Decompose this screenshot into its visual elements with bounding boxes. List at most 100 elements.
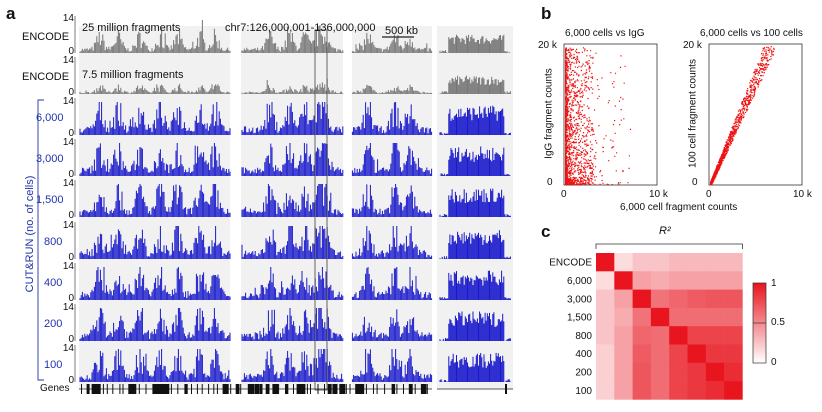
heatmap-row-label: 6,000 (567, 276, 592, 287)
heatmap-row-label: 400 (575, 349, 592, 360)
gene-mark (358, 384, 365, 394)
gene-mark (81, 384, 82, 394)
gene-mark (145, 384, 147, 394)
heatmap-cell (596, 253, 615, 272)
gene-mark (293, 384, 294, 394)
heatmap-cell (724, 344, 743, 364)
track-signal-2 (79, 102, 433, 135)
gene-mark (332, 384, 338, 394)
heatmap-cell (632, 326, 652, 345)
track-label-200: 200 (44, 318, 63, 330)
heatmap-cell (632, 381, 652, 400)
colorbar-tick-0: 0 (771, 357, 777, 368)
scatter-2-frame (708, 43, 803, 186)
gene-mark (420, 384, 427, 394)
track-zoom-signal-2 (439, 105, 511, 135)
gene-mark (317, 384, 319, 394)
track-note-25m: 25 million fragments (82, 22, 181, 34)
region-label: chr7:126,000,001-136,000,000 (225, 22, 376, 34)
gene-mark (345, 384, 347, 394)
heatmap-cell (687, 344, 707, 364)
track-4-ymin: 0 (68, 169, 74, 180)
heatmap-cell (724, 253, 743, 272)
genes-label: Genes (40, 383, 70, 394)
heatmap-cell (687, 289, 707, 309)
track-signal-4 (79, 184, 433, 217)
gene-mark (324, 384, 325, 394)
scatter-2-ytick-top: 20 k (683, 40, 702, 51)
gene-mark (159, 384, 166, 394)
gene-mark (164, 384, 170, 394)
track-7-ymax: 14 (62, 261, 74, 272)
gene-mark (306, 384, 308, 394)
gene-mark (201, 384, 203, 394)
heatmap-row-label: 200 (575, 367, 592, 378)
scatter-1-xtick-right: 10 k (649, 189, 668, 200)
gene-mark (247, 384, 255, 394)
track-8-ymax: 14 (62, 302, 74, 313)
gene-mark (327, 384, 332, 394)
heatmap-bracket (595, 243, 743, 249)
heatmap-cell (705, 381, 725, 400)
heatmap-cell (596, 289, 615, 309)
heatmap-cell (632, 307, 652, 327)
scatter-1-ylabel: IgG fragment counts (543, 68, 555, 159)
track-4-ymax: 14 (62, 137, 74, 148)
gene-mark (216, 384, 218, 394)
scatter-1-ytick-zero: 0 (547, 177, 553, 188)
heatmap-cell (614, 253, 633, 272)
heatmap-cell (632, 289, 652, 309)
gene-mark (91, 384, 96, 394)
colorbar-tick-05: 0.5 (771, 317, 785, 328)
heatmap-cell (669, 289, 688, 309)
gene-mark (384, 384, 386, 394)
track-label-3000: 3,000 (36, 153, 64, 165)
scatter-2-xtick-zero: 0 (706, 189, 712, 200)
gene-mark (403, 384, 404, 394)
heatmap-cell (687, 271, 707, 290)
heatmap-cell (596, 307, 615, 327)
heatmap-row-label: 100 (575, 386, 592, 397)
scatter-xlabel: 6,000 cell fragment counts (620, 202, 738, 213)
panel-c-letter: c (541, 222, 551, 241)
track-7-ymin: 0 (68, 293, 74, 304)
gene-mark (122, 384, 124, 394)
track-9-ymin: 0 (68, 375, 74, 386)
heatmap-cell (705, 326, 725, 345)
heatmap-cell (669, 362, 688, 382)
scatter-1-ytick-top: 20 k (538, 40, 557, 51)
gene-mark (106, 384, 108, 394)
gene-mark (408, 384, 413, 394)
track-zoom-signal-3 (439, 146, 511, 176)
gene-mark (167, 384, 169, 394)
gene-mark (213, 384, 215, 394)
track-3-ymax: 14 (62, 96, 74, 107)
gene-mark (272, 384, 279, 394)
gene-mark (112, 384, 114, 394)
gene-mark (86, 384, 90, 394)
gene-mark-zoom (505, 384, 507, 394)
gene-mark (230, 384, 232, 394)
scatter-1-frame (563, 43, 658, 186)
track-label-800: 800 (44, 236, 63, 248)
gene-mark (259, 384, 263, 394)
heatmap-cell (596, 326, 615, 345)
heatmap-cell (724, 326, 743, 345)
scatter-1-points (565, 47, 632, 186)
gene-mark (170, 384, 172, 394)
heatmap-cell (650, 289, 670, 309)
scale-bar-label: 500 kb (385, 25, 419, 37)
heatmap-cell (724, 271, 743, 290)
gene-mark (152, 384, 160, 394)
scatter-2-xtick-right: 10 k (793, 189, 812, 200)
heatmap-title: R² (659, 225, 671, 237)
gene-mark (119, 384, 121, 394)
scatter-2-ytick-zero: 0 (692, 177, 698, 188)
heatmap-row-label: ENCODE (549, 258, 592, 269)
gene-mark (349, 384, 351, 394)
gene-mark (296, 384, 301, 394)
gene-mark (278, 384, 280, 394)
heatmap-row-label: 3,000 (567, 294, 592, 305)
heatmap-cell (614, 326, 633, 345)
